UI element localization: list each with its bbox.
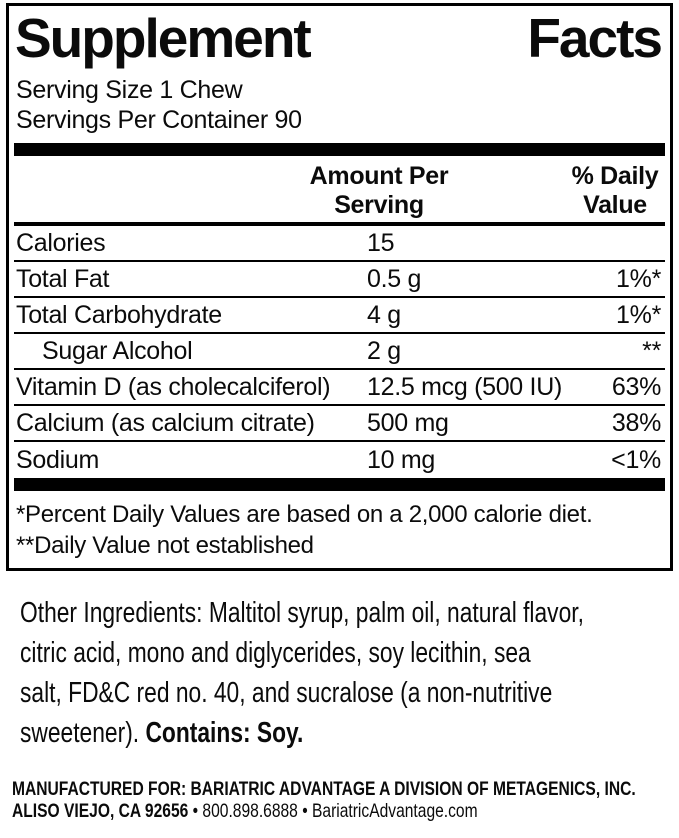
manufacturer-line-1: MANUFACTURED FOR: BARIATRIC ADVANTAGE A … bbox=[12, 778, 636, 800]
thick-rule-bottom bbox=[14, 478, 665, 491]
table-row-calories: Calories 15 bbox=[14, 226, 665, 262]
nutrient-name: Vitamin D (as cholecalciferol) bbox=[16, 372, 331, 401]
column-headers: Amount Per Serving % Daily Value bbox=[9, 156, 670, 222]
nutrient-amount: 500 mg bbox=[367, 408, 449, 437]
manufacturer-address: ALISO VIEJO, CA 92656 bbox=[12, 799, 189, 822]
page-title: Supplement Facts bbox=[9, 6, 670, 69]
serving-size-text: Serving Size 1 Chew bbox=[16, 76, 243, 104]
table-row-sugar-alcohol: Sugar Alcohol 2 g ** bbox=[14, 334, 665, 370]
dv-header-line2: Value bbox=[583, 191, 647, 219]
nutrient-daily-value: 1%* bbox=[616, 264, 661, 293]
nutrient-daily-value: 1%* bbox=[616, 300, 661, 329]
nutrient-daily-value: 63% bbox=[611, 372, 661, 401]
footnote-daily-value-not-established: **Daily Value not established bbox=[16, 532, 314, 559]
supplement-facts-panel: Supplement Facts Serving Size 1 Chew Ser… bbox=[6, 3, 673, 571]
ingredients-line-3: salt, FD&C red no. 40, and sucralose (a … bbox=[20, 677, 553, 709]
column-header-amount-per-serving: Amount Per Serving bbox=[310, 162, 449, 220]
dv-header-line1: % Daily bbox=[571, 162, 659, 190]
table-row-vitamin-d: Vitamin D (as cholecalciferol) 12.5 mcg … bbox=[14, 370, 665, 406]
nutrient-name: Total Fat bbox=[16, 264, 110, 293]
manufacturer-block: MANUFACTURED FOR: BARIATRIC ADVANTAGE A … bbox=[12, 778, 679, 823]
nutrient-daily-value: 38% bbox=[611, 408, 661, 437]
amount-header-line2: Serving bbox=[334, 191, 424, 219]
servings-per-container-text: Servings Per Container 90 bbox=[16, 106, 302, 134]
table-row-sodium: Sodium 10 mg <1% bbox=[14, 442, 665, 478]
manufacturer-line-2: ALISO VIEJO, CA 92656 • 800.898.6888 • B… bbox=[12, 799, 546, 823]
title-word-facts: Facts bbox=[527, 7, 663, 69]
nutrient-amount: 2 g bbox=[367, 336, 401, 365]
nutrient-name: Sodium bbox=[16, 445, 99, 474]
ingredients-line-4-text: sweetener). bbox=[20, 717, 140, 749]
table-row-calcium: Calcium (as calcium citrate) 500 mg 38% bbox=[14, 406, 665, 442]
manufacturer-phone-website: • 800.898.6888 • BariatricAdvantage.com bbox=[188, 799, 478, 822]
ingredients-line-2: citric acid, mono and diglycerides, soy … bbox=[20, 637, 531, 669]
thick-rule-top bbox=[14, 143, 665, 156]
other-ingredients-paragraph: Other Ingredients: Maltitol syrup, palm … bbox=[20, 593, 679, 753]
nutrient-amount: 0.5 g bbox=[367, 264, 422, 293]
column-header-daily-value: % Daily Value bbox=[572, 162, 659, 220]
nutrient-amount: 4 g bbox=[367, 300, 401, 329]
ingredients-line-1: Other Ingredients: Maltitol syrup, palm … bbox=[20, 597, 584, 629]
nutrient-amount: 12.5 mcg (500 IU) bbox=[367, 372, 562, 401]
medium-rule-under-headers bbox=[14, 222, 665, 226]
nutrient-name: Calcium (as calcium citrate) bbox=[16, 408, 315, 437]
table-row-total-fat: Total Fat 0.5 g 1%* bbox=[14, 262, 665, 298]
ingredients-line-4: sweetener). Contains: Soy. bbox=[20, 713, 547, 753]
table-row-total-carbohydrate: Total Carbohydrate 4 g 1%* bbox=[14, 298, 665, 334]
nutrient-amount: 10 mg bbox=[367, 445, 435, 474]
title-word-supplement: Supplement bbox=[15, 7, 312, 69]
footnote-percent-daily-values: *Percent Daily Values are based on a 2,0… bbox=[16, 501, 593, 528]
nutrient-name: Sugar Alcohol bbox=[42, 336, 193, 365]
nutrient-daily-value: <1% bbox=[611, 445, 661, 474]
amount-header-line1: Amount Per bbox=[309, 162, 449, 190]
nutrient-daily-value: ** bbox=[642, 336, 661, 365]
nutrient-amount: 15 bbox=[367, 228, 395, 257]
contains-allergen-statement: Contains: Soy. bbox=[145, 717, 304, 749]
nutrient-name: Total Carbohydrate bbox=[16, 300, 222, 329]
footnotes: *Percent Daily Values are based on a 2,0… bbox=[9, 491, 670, 561]
nutrient-name: Calories bbox=[16, 228, 106, 257]
